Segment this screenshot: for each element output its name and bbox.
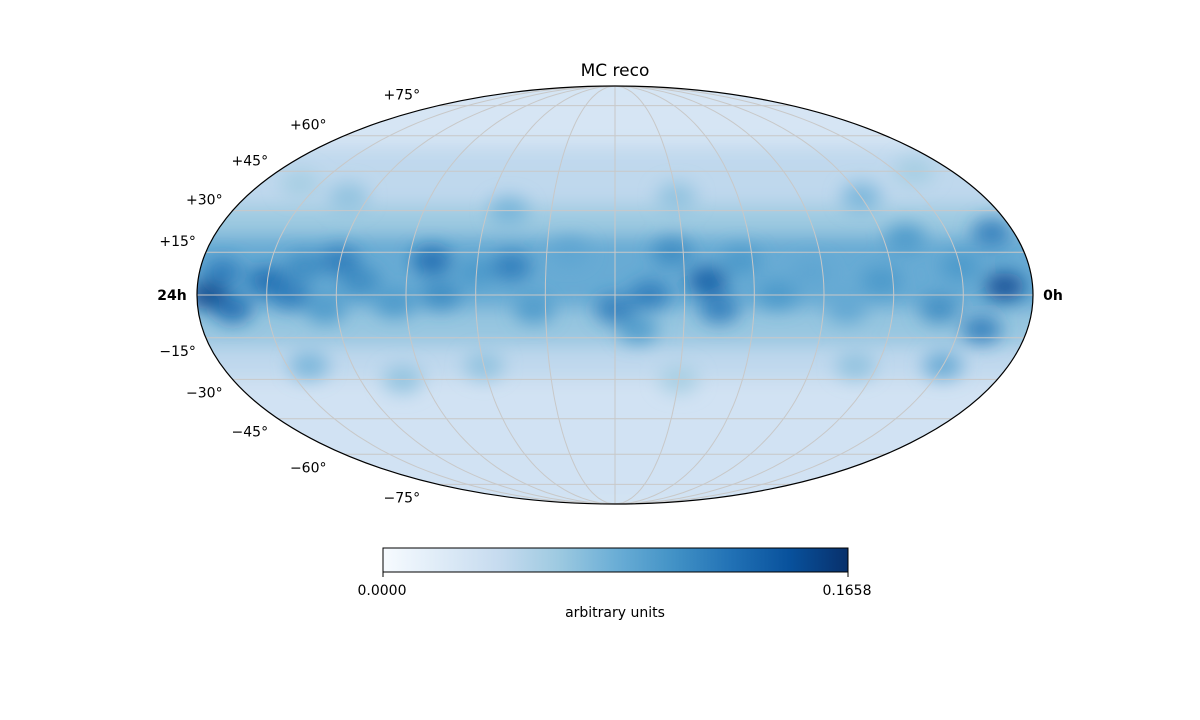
colorbar-axis-label: arbitrary units — [565, 605, 665, 621]
graticule-meridian — [614, 86, 895, 504]
graticule-meridian — [335, 86, 616, 504]
heatmap-hotspot — [328, 183, 369, 212]
heatmap-hotspot — [721, 246, 761, 275]
colorbar-gradient — [382, 547, 849, 573]
heatmap-hotspot — [919, 295, 960, 324]
declination-label: +30° — [186, 193, 223, 209]
heatmap-hotspot — [212, 295, 253, 324]
graticule-meridian — [614, 86, 755, 504]
heatmap-hotspot — [791, 258, 832, 287]
heatmap-hotspot — [284, 252, 325, 281]
declination-label: −60° — [290, 460, 327, 476]
declination-label: −45° — [232, 425, 269, 441]
declination-label: −75° — [384, 490, 421, 506]
heatmap-hotspot — [687, 266, 728, 295]
colorbar-min-label: 0.0000 — [358, 583, 407, 599]
heatmap-hotspot — [861, 266, 902, 295]
graticule — [197, 86, 1033, 504]
heatmap-hotspot — [280, 170, 321, 198]
graticule-meridian — [475, 86, 616, 504]
graticule-meridian — [614, 86, 964, 504]
graticule-meridian — [266, 86, 616, 504]
declination-label: +75° — [384, 88, 421, 104]
colorbar: 0.0000 0.1658 arbitrary units — [358, 547, 872, 621]
heatmap-hotspots — [197, 157, 1025, 394]
heatmap-hotspot — [826, 295, 867, 324]
sky-map-outline — [196, 85, 1034, 505]
graticule-meridian — [405, 86, 616, 504]
heatmap-hotspot — [971, 218, 1012, 247]
ra-label-left: 24h — [157, 288, 186, 304]
heatmap-hotspot — [491, 252, 532, 281]
declination-label: −30° — [186, 385, 223, 401]
declination-label: −15° — [159, 344, 196, 360]
heatmap-hotspot — [699, 295, 740, 324]
graticule-meridian — [614, 86, 686, 504]
heatmap-hotspot — [411, 246, 452, 275]
heatmap-hotspot — [835, 351, 876, 380]
declination-labels: +75° +60° +45° +30° +15° −15° −30° −45° −60° −75° — [159, 88, 420, 507]
heatmap-hotspot — [374, 289, 415, 318]
heatmap-hotspot — [885, 224, 926, 253]
heatmap-hotspot — [305, 295, 346, 324]
heatmap-hotspot — [289, 351, 330, 380]
heatmap-hotspot — [340, 266, 381, 295]
graticule-meridian — [614, 86, 825, 504]
chart-title: MC reco — [581, 61, 650, 81]
declination-label: +60° — [290, 118, 327, 134]
declination-label: +15° — [159, 234, 196, 250]
heatmap-hotspot — [513, 295, 554, 324]
heatmap-hotspot — [202, 258, 243, 287]
graticule-meridian — [544, 86, 616, 504]
declination-label: +45° — [232, 153, 269, 169]
heatmap-hotspot — [961, 315, 1002, 344]
heatmap-hotspot — [617, 315, 658, 344]
heatmap-hotspot — [984, 272, 1025, 301]
colorbar-max-label: 0.1658 — [823, 583, 872, 599]
ra-label-right: 0h — [1043, 288, 1063, 304]
